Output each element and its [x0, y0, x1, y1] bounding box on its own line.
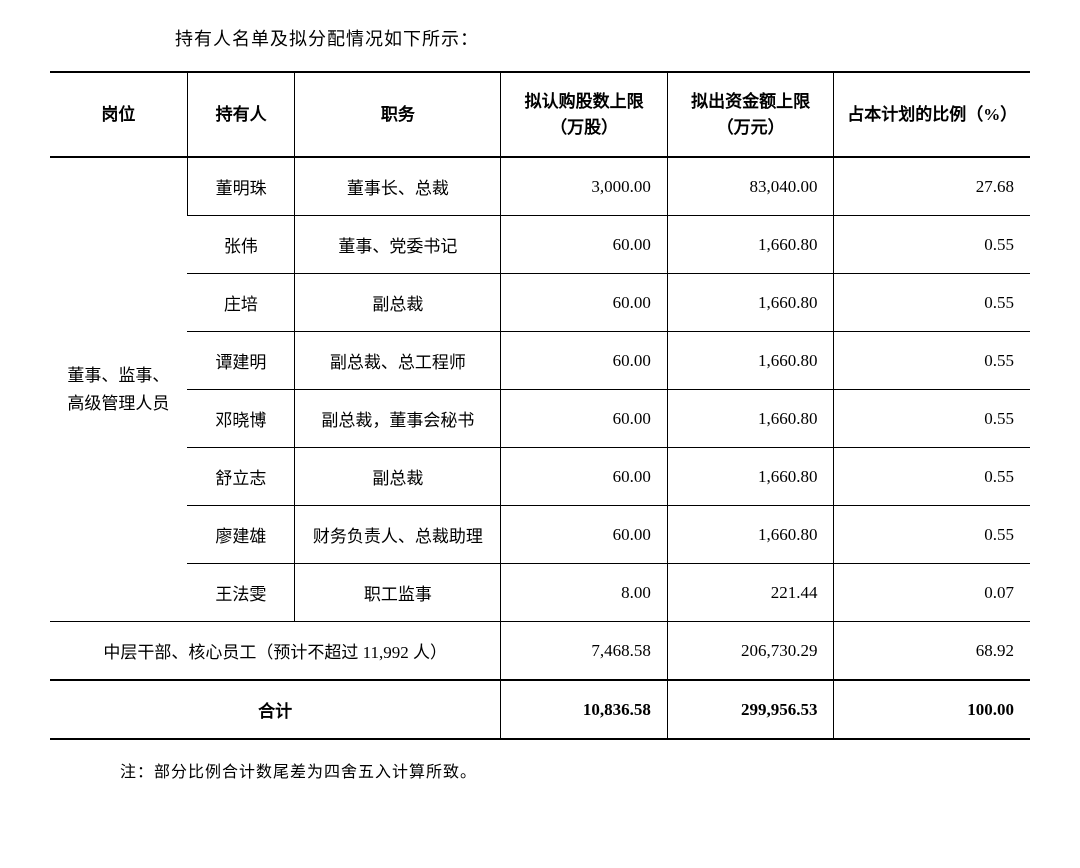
allocation-table: 岗位 持有人 职务 拟认购股数上限（万股） 拟出资金额上限（万元） 占本计划的比… [50, 71, 1030, 740]
title-cell: 董事长、总裁 [295, 157, 501, 216]
fund-cell: 1,660.80 [667, 216, 834, 274]
shares-cell: 3,000.00 [501, 157, 668, 216]
ratio-cell: 0.55 [834, 448, 1030, 506]
title-cell: 副总裁 [295, 274, 501, 332]
header-shares: 拟认购股数上限（万股） [501, 72, 668, 157]
header-holder: 持有人 [187, 72, 295, 157]
intro-text: 持有人名单及拟分配情况如下所示： [50, 25, 1030, 51]
title-cell: 副总裁，董事会秘书 [295, 390, 501, 448]
holder-cell: 舒立志 [187, 448, 295, 506]
table-header-row: 岗位 持有人 职务 拟认购股数上限（万股） 拟出资金额上限（万元） 占本计划的比… [50, 72, 1030, 157]
shares-cell: 60.00 [501, 390, 668, 448]
footnote: 注：部分比例合计数尾差为四舍五入计算所致。 [50, 758, 1030, 782]
ratio-cell: 0.55 [834, 506, 1030, 564]
ratio-cell: 0.55 [834, 390, 1030, 448]
subtotal-row: 中层干部、核心员工（预计不超过 11,992 人） 7,468.58 206,7… [50, 622, 1030, 681]
shares-cell: 60.00 [501, 274, 668, 332]
table-row: 庄培 副总裁 60.00 1,660.80 0.55 [50, 274, 1030, 332]
ratio-cell: 27.68 [834, 157, 1030, 216]
header-fund: 拟出资金额上限（万元） [667, 72, 834, 157]
header-position: 岗位 [50, 72, 187, 157]
table-row: 王法雯 职工监事 8.00 221.44 0.07 [50, 564, 1030, 622]
header-title: 职务 [295, 72, 501, 157]
ratio-cell: 0.55 [834, 332, 1030, 390]
title-cell: 副总裁、总工程师 [295, 332, 501, 390]
title-cell: 副总裁 [295, 448, 501, 506]
fund-cell: 1,660.80 [667, 332, 834, 390]
table-row: 谭建明 副总裁、总工程师 60.00 1,660.80 0.55 [50, 332, 1030, 390]
table-row: 张伟 董事、党委书记 60.00 1,660.80 0.55 [50, 216, 1030, 274]
fund-cell: 83,040.00 [667, 157, 834, 216]
holder-cell: 张伟 [187, 216, 295, 274]
subtotal-shares: 7,468.58 [501, 622, 668, 681]
shares-cell: 60.00 [501, 216, 668, 274]
shares-cell: 60.00 [501, 506, 668, 564]
group-label-cell: 董事、监事、高级管理人员 [50, 157, 187, 622]
table-row: 舒立志 副总裁 60.00 1,660.80 0.55 [50, 448, 1030, 506]
holder-cell: 庄培 [187, 274, 295, 332]
holder-cell: 谭建明 [187, 332, 295, 390]
holder-cell: 邓晓博 [187, 390, 295, 448]
total-shares: 10,836.58 [501, 680, 668, 739]
table-row: 廖建雄 财务负责人、总裁助理 60.00 1,660.80 0.55 [50, 506, 1030, 564]
shares-cell: 60.00 [501, 448, 668, 506]
total-label: 合计 [50, 680, 501, 739]
table-row: 董事、监事、高级管理人员 董明珠 董事长、总裁 3,000.00 83,040.… [50, 157, 1030, 216]
ratio-cell: 0.55 [834, 216, 1030, 274]
ratio-cell: 0.07 [834, 564, 1030, 622]
total-row: 合计 10,836.58 299,956.53 100.00 [50, 680, 1030, 739]
fund-cell: 1,660.80 [667, 506, 834, 564]
ratio-cell: 0.55 [834, 274, 1030, 332]
subtotal-label: 中层干部、核心员工（预计不超过 11,992 人） [50, 622, 501, 681]
total-ratio: 100.00 [834, 680, 1030, 739]
subtotal-fund: 206,730.29 [667, 622, 834, 681]
holder-cell: 王法雯 [187, 564, 295, 622]
fund-cell: 1,660.80 [667, 448, 834, 506]
fund-cell: 1,660.80 [667, 390, 834, 448]
title-cell: 财务负责人、总裁助理 [295, 506, 501, 564]
header-ratio: 占本计划的比例（%） [834, 72, 1030, 157]
fund-cell: 1,660.80 [667, 274, 834, 332]
holder-cell: 廖建雄 [187, 506, 295, 564]
fund-cell: 221.44 [667, 564, 834, 622]
title-cell: 董事、党委书记 [295, 216, 501, 274]
title-cell: 职工监事 [295, 564, 501, 622]
subtotal-ratio: 68.92 [834, 622, 1030, 681]
holder-cell: 董明珠 [187, 157, 295, 216]
shares-cell: 8.00 [501, 564, 668, 622]
table-row: 邓晓博 副总裁，董事会秘书 60.00 1,660.80 0.55 [50, 390, 1030, 448]
total-fund: 299,956.53 [667, 680, 834, 739]
shares-cell: 60.00 [501, 332, 668, 390]
